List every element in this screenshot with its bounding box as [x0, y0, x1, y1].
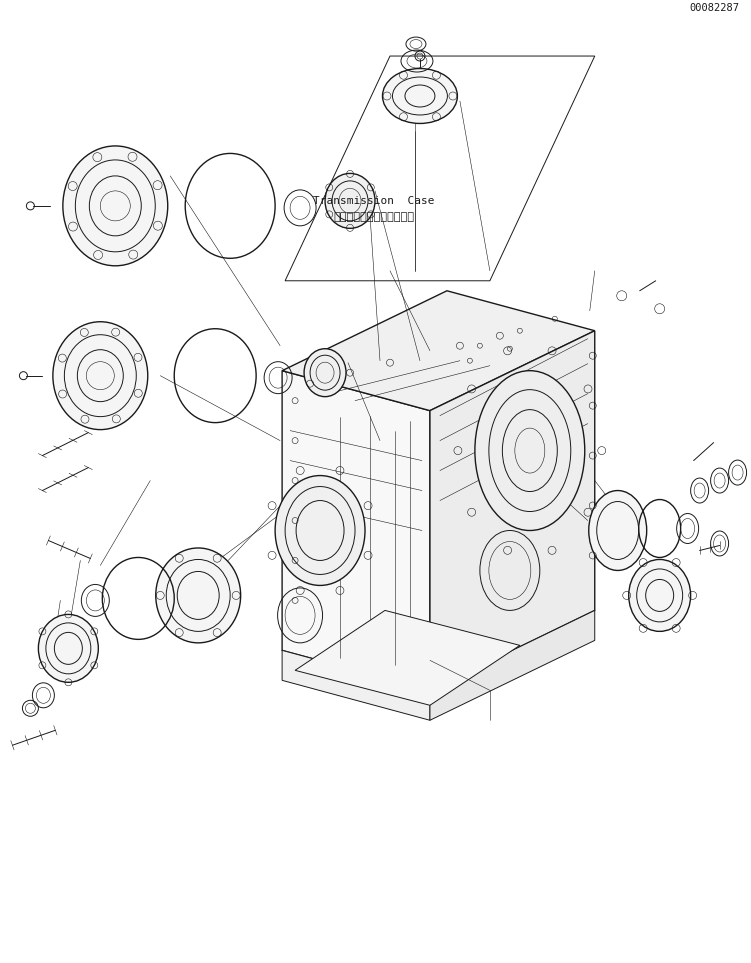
- Ellipse shape: [63, 146, 167, 266]
- Ellipse shape: [275, 476, 365, 586]
- Polygon shape: [282, 291, 595, 410]
- Text: 00082287: 00082287: [689, 3, 739, 13]
- Ellipse shape: [475, 371, 585, 531]
- Text: トランスミッションケース: トランスミッションケース: [333, 212, 415, 221]
- Polygon shape: [282, 650, 430, 720]
- Ellipse shape: [53, 322, 148, 429]
- Polygon shape: [430, 611, 595, 720]
- Ellipse shape: [155, 548, 240, 643]
- Text: Transmission  Case: Transmission Case: [313, 196, 435, 206]
- Ellipse shape: [304, 349, 346, 397]
- Polygon shape: [430, 330, 595, 690]
- Ellipse shape: [629, 560, 691, 632]
- Ellipse shape: [589, 490, 647, 570]
- Ellipse shape: [38, 614, 98, 683]
- Polygon shape: [282, 371, 430, 690]
- Ellipse shape: [325, 173, 375, 228]
- Polygon shape: [295, 611, 520, 705]
- Ellipse shape: [382, 68, 457, 123]
